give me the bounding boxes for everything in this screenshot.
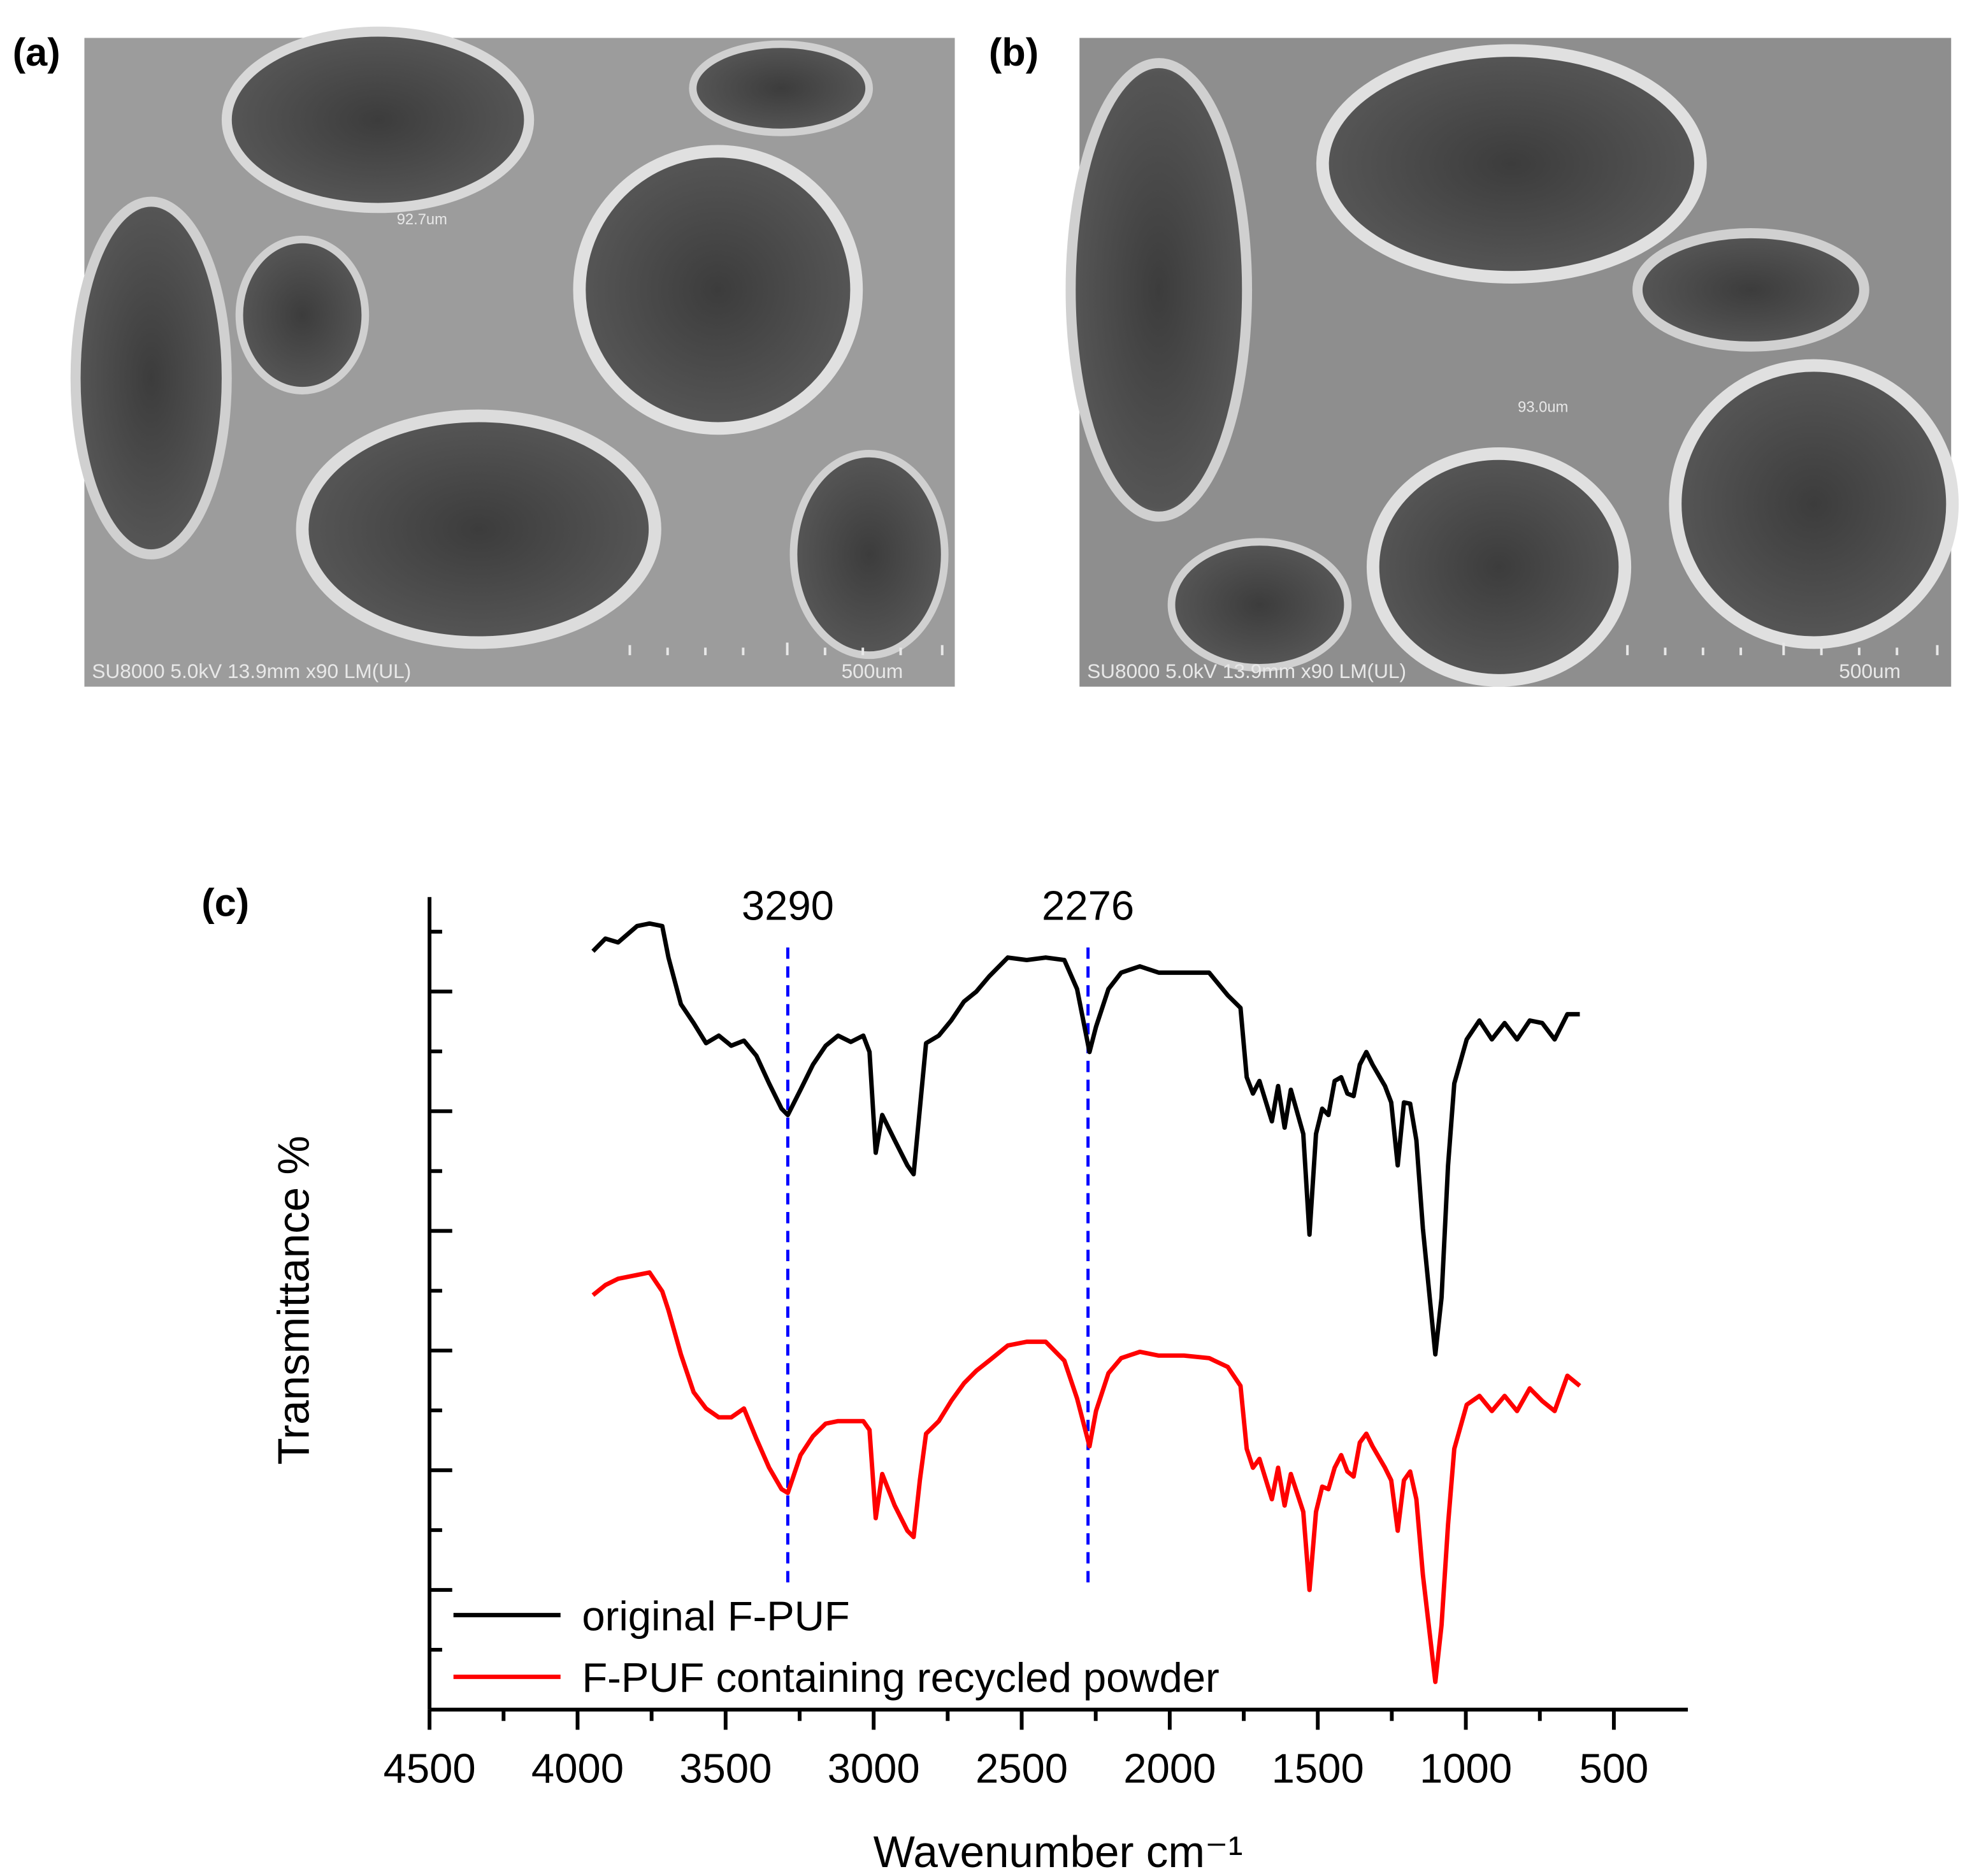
pore <box>1316 44 1707 284</box>
pore <box>1632 228 1869 352</box>
sem-image-a: SU8000 5.0kV 13.9mm x90 LM(UL) 500um 92.… <box>70 26 955 687</box>
x-tick-label: 4500 <box>384 1745 476 1792</box>
x-tick-label: 3000 <box>828 1745 920 1792</box>
plot-area: 4500 4000 3500 3000 2500 2000 1500 1000 500 3290 2… <box>384 882 1688 1792</box>
pore <box>1065 58 1253 522</box>
sem-info: SU8000 5.0kV 13.9mm x90 LM(UL) <box>92 660 411 682</box>
x-tick-label: 4000 <box>531 1745 624 1792</box>
sem-measure: 92.7um <box>397 212 447 228</box>
legend-label: F-PUF containing recycled powder <box>582 1654 1219 1701</box>
pore <box>789 449 949 660</box>
scale-bar <box>1626 642 1939 656</box>
x-tick-label: 1000 <box>1420 1745 1512 1792</box>
annotation-label: 2276 <box>1042 882 1134 928</box>
pore <box>1669 359 1959 649</box>
x-tick-label: 2000 <box>1123 1745 1216 1792</box>
x-tick-label: 3500 <box>679 1745 772 1792</box>
y-axis-label: Transmittance % <box>268 1136 318 1465</box>
pore <box>689 40 874 136</box>
pore <box>70 196 232 559</box>
x-tick-label: 1500 <box>1272 1745 1364 1792</box>
pore <box>1167 538 1352 672</box>
series-line <box>591 1270 1581 1684</box>
panel-label: (c) <box>201 881 249 924</box>
legend-label: original F-PUF <box>582 1592 849 1639</box>
pore <box>296 409 661 649</box>
sem-scale: 500um <box>842 660 903 682</box>
pore <box>235 235 370 394</box>
sem-image-b: SU8000 5.0kV 13.9mm x90 LM(UL) 500um 93.… <box>1065 38 1959 687</box>
x-tick-label: 500 <box>1579 1745 1648 1792</box>
sem-info: SU8000 5.0kV 13.9mm x90 LM(UL) <box>1087 660 1406 682</box>
pore <box>1366 447 1632 687</box>
panel-label: (a) <box>13 31 61 74</box>
series-line <box>591 921 1580 1357</box>
pore <box>573 145 863 435</box>
x-axis-label: Wavenumber cm⁻¹ <box>874 1827 1243 1876</box>
x-tick-label: 2500 <box>975 1745 1068 1792</box>
sem-measure: 93.0um <box>1518 400 1568 416</box>
annotation-label: 3290 <box>742 882 834 928</box>
panel-label: (b) <box>989 31 1039 74</box>
sem-scale: 500um <box>1839 660 1901 682</box>
scale-bar <box>628 642 944 656</box>
pore <box>221 26 535 213</box>
